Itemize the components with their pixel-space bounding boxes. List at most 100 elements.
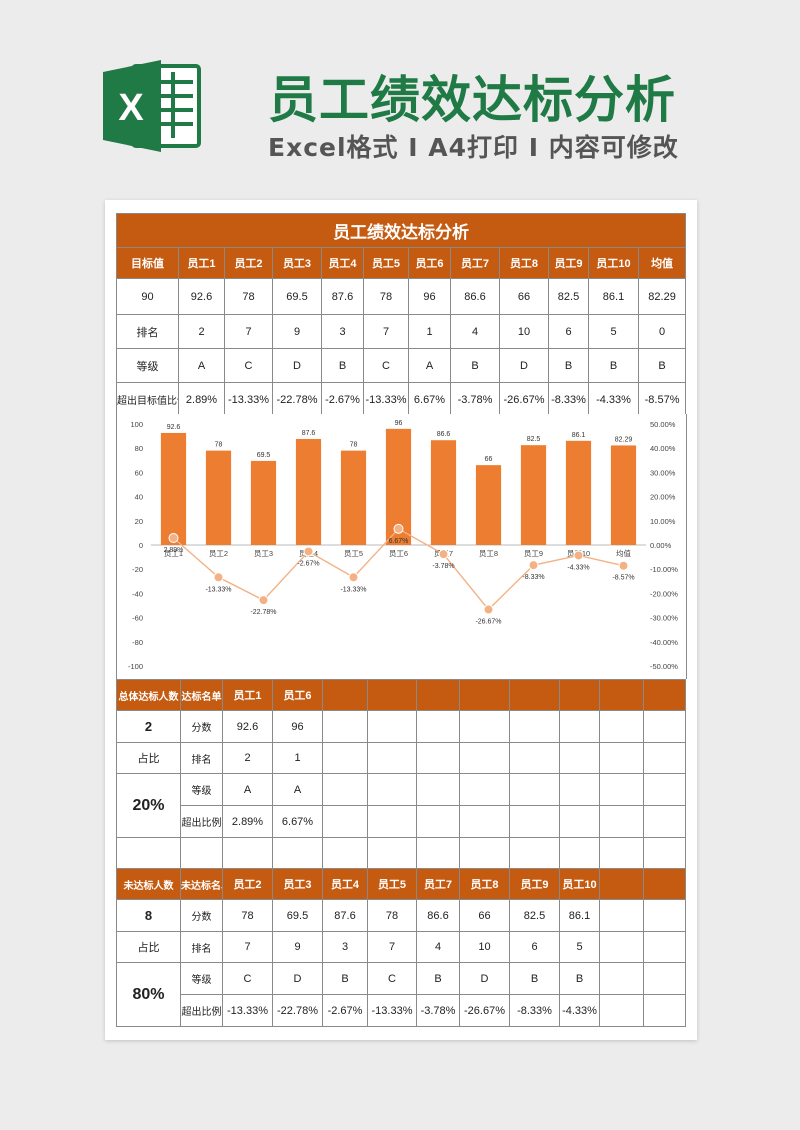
y2-tick-label: -30.00%	[650, 614, 678, 623]
value-cell: 1	[272, 742, 323, 774]
ratio-point	[168, 533, 179, 544]
y2-tick-label: -10.00%	[650, 565, 678, 574]
value-cell: 7	[367, 931, 417, 963]
cell: -13.33%	[224, 382, 273, 417]
bar	[610, 445, 637, 545]
bar-label: 86.6	[437, 431, 451, 438]
empty-cell	[367, 805, 417, 838]
sub-label: 等级	[180, 962, 223, 995]
value-cell: 82.5	[509, 899, 560, 932]
bar-label: 78	[350, 442, 358, 449]
ratio-label: 占比	[116, 742, 181, 774]
sub-label: 超出比例	[180, 994, 223, 1027]
col-header: 员工3	[272, 247, 322, 279]
empty-cell	[367, 710, 417, 743]
cell: 82.29	[637, 278, 687, 315]
value-cell: 9	[272, 931, 323, 963]
cell: A	[178, 348, 225, 383]
col-header: 均值	[637, 247, 687, 279]
value-cell: 96	[272, 710, 323, 743]
x-tick-label: 员工3	[254, 549, 273, 558]
y2-tick-label: 40.00%	[650, 444, 676, 453]
empty-cell	[509, 679, 560, 711]
col-header: 员工10	[588, 247, 639, 279]
bar	[250, 460, 277, 545]
excel-logo-icon: X	[103, 60, 201, 152]
cell: B	[548, 348, 589, 383]
bar	[340, 450, 367, 545]
bar	[205, 450, 232, 545]
value-cell: 66	[459, 899, 510, 932]
x-tick-label: 员工6	[389, 549, 408, 558]
bar	[565, 440, 592, 545]
fail-table: 未达标人数未达标名单员工2员工3员工4员工5员工7员工8员工9员工108分数78…	[116, 868, 686, 1027]
y2-tick-label: -20.00%	[650, 589, 678, 598]
value-cell: 6	[509, 931, 560, 963]
cell: 82.5	[548, 278, 589, 315]
value-cell: 6.67%	[272, 805, 323, 838]
empty-cell	[367, 679, 417, 711]
cell: 4	[450, 314, 500, 349]
cell: B	[637, 348, 687, 383]
ratio-point	[618, 560, 629, 571]
value-cell: 86.6	[416, 899, 460, 932]
empty-cell	[643, 710, 686, 743]
empty-cell	[116, 837, 181, 869]
cell: -22.78%	[272, 382, 322, 417]
value-cell: -13.33%	[367, 994, 417, 1027]
cell: 9	[272, 314, 322, 349]
value-cell: A	[272, 773, 323, 806]
empty-cell	[509, 773, 560, 806]
empty-cell	[599, 994, 644, 1027]
empty-cell	[367, 742, 417, 774]
empty-cell	[643, 868, 686, 900]
empty-cell	[322, 679, 368, 711]
section-row: 超出比例 -13.33% -22.78% -2.67% -13.33% -3.78% -26…	[117, 994, 686, 1027]
name-cell: 员工1	[222, 679, 273, 711]
section-row: 8 分数 78 69.5 87.6 78 86.6 66 82.5 86.1	[116, 899, 686, 932]
cell: B	[588, 348, 639, 383]
section-header-row: 总体达标人数 达标名单 员工1 员工6	[116, 679, 686, 711]
empty-cell	[599, 742, 644, 774]
y2-tick-label: -40.00%	[650, 638, 678, 647]
empty-cell	[599, 773, 644, 806]
empty-cell	[459, 773, 510, 806]
empty-cell	[180, 837, 223, 869]
ratio-label: 6.67%	[389, 538, 409, 545]
col-header: 员工1	[178, 247, 225, 279]
cell: D	[499, 348, 549, 383]
bar-label: 69.5	[257, 452, 271, 459]
section-row: 80% 等级 C D B C B D B B	[116, 962, 686, 1027]
page-title: 员工绩效达标分析	[268, 71, 676, 129]
value-cell: 78	[222, 899, 273, 932]
cell: 86.1	[588, 278, 639, 315]
empty-cell	[367, 837, 417, 869]
section-row: 20% 等级 A A	[116, 773, 686, 838]
col-header: 员工2	[224, 247, 273, 279]
value-cell: C	[367, 962, 417, 995]
y2-tick-label: 50.00%	[650, 420, 676, 429]
y-tick-label: -60	[132, 614, 143, 623]
empty-cell	[222, 837, 273, 869]
cell: 1	[408, 314, 451, 349]
value-cell: D	[272, 962, 323, 995]
y-tick-label: -40	[132, 589, 143, 598]
y-tick-label: 100	[130, 420, 143, 429]
pass-section: 总体达标人数 达标名单 员工1 员工6 2 分数 92.6 96 占比 排名 2 1 20% 等级 A A 超出…	[116, 679, 686, 869]
ratio-label: -13.33%	[340, 586, 366, 593]
value-cell: D	[459, 962, 510, 995]
value-cell: 86.1	[559, 899, 600, 932]
y2-tick-label: -50.00%	[650, 662, 678, 671]
cell: 5	[588, 314, 639, 349]
ratio-point	[258, 595, 269, 606]
page-subtitle: Excel格式 I A4打印 I 内容可修改	[268, 133, 679, 162]
x-tick-label: 员工1	[164, 549, 183, 558]
value-cell: B	[559, 962, 600, 995]
value-cell: 3	[322, 931, 368, 963]
empty-cell	[416, 679, 460, 711]
cell: B	[321, 348, 364, 383]
ratio-label: -4.33%	[567, 564, 589, 571]
sub-label: 等级	[180, 773, 223, 806]
sub-label: 分数	[180, 899, 223, 932]
value-cell: C	[222, 962, 273, 995]
